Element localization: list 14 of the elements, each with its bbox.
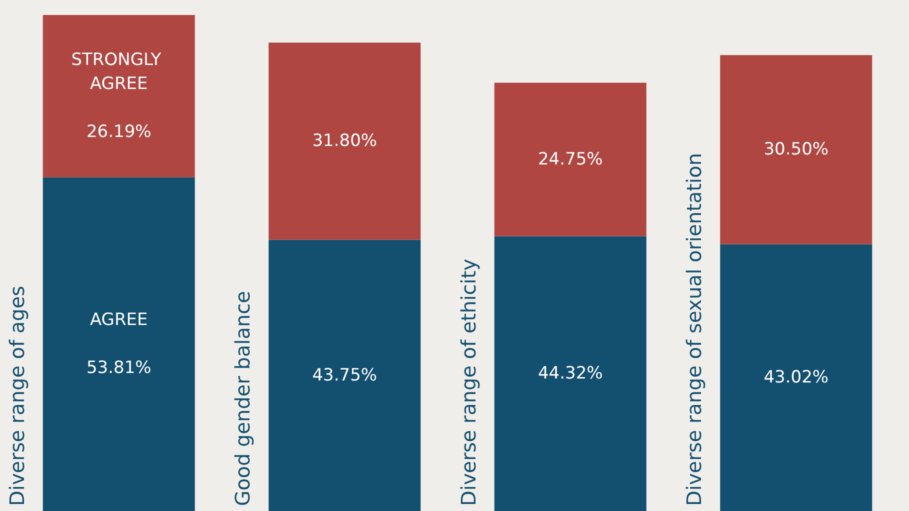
data-label: 43.75% bbox=[312, 365, 378, 386]
x-tick-label: Diverse range of ethicity bbox=[456, 258, 480, 506]
data-label: 24.75% bbox=[538, 149, 603, 170]
x-tick-label: Diverse range of sexual orientation bbox=[682, 152, 706, 506]
x-tick-label: Diverse range of ages bbox=[4, 286, 29, 506]
data-label: 53.81% bbox=[86, 358, 152, 378]
data-label: 26.19% bbox=[86, 122, 152, 142]
series-label: AGREE bbox=[90, 310, 148, 330]
series-label: STRONGLY AGREE bbox=[71, 50, 167, 94]
data-label: 44.32% bbox=[538, 364, 603, 384]
data-label: 43.02% bbox=[764, 368, 829, 388]
x-tick-label: Good gender balance bbox=[230, 290, 255, 506]
data-label: 30.50% bbox=[764, 140, 829, 160]
data-label: 31.80% bbox=[312, 131, 378, 152]
